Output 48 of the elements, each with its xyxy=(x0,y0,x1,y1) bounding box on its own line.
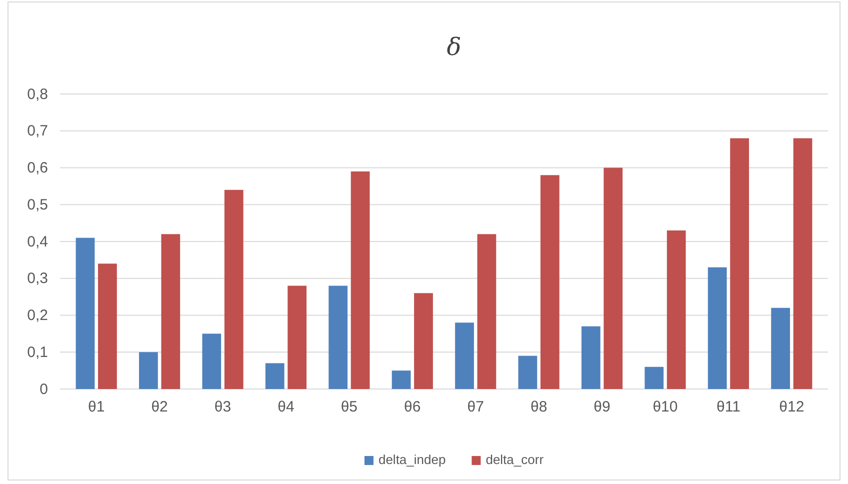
y-tick-label: 0,1 xyxy=(27,344,48,361)
x-tick-label: θ12 xyxy=(779,398,804,416)
bar xyxy=(666,230,686,389)
bar xyxy=(98,264,117,389)
bar xyxy=(793,138,812,389)
bar xyxy=(540,175,560,389)
bar xyxy=(202,334,222,389)
y-tick-label: 0,8 xyxy=(27,86,48,103)
bar xyxy=(288,286,307,389)
x-tick-label: θ3 xyxy=(214,398,232,416)
bar xyxy=(392,370,411,389)
y-tick-label: 0,2 xyxy=(27,307,48,324)
bar xyxy=(328,286,348,389)
x-tick-label: θ9 xyxy=(594,398,610,416)
legend-label: delta_corr xyxy=(486,452,544,467)
x-tick-label: θ8 xyxy=(530,398,548,416)
bar xyxy=(76,238,95,389)
y-tick-label: 0,7 xyxy=(27,122,48,140)
y-tick-label: 0,6 xyxy=(27,160,48,177)
bar xyxy=(161,234,180,389)
x-tick-label: θ10 xyxy=(652,398,678,416)
bar xyxy=(730,138,749,389)
legend-label: delta_indep xyxy=(378,452,446,467)
y-tick-label: 0,4 xyxy=(27,233,48,250)
bar xyxy=(455,322,474,389)
bar xyxy=(644,366,664,389)
bar xyxy=(414,293,433,389)
bar xyxy=(581,326,600,389)
bar xyxy=(518,356,538,389)
x-tick-label: θ5 xyxy=(340,398,358,416)
x-tick-label: θ11 xyxy=(716,398,740,416)
x-tick-label: θ2 xyxy=(151,398,168,416)
bar xyxy=(139,352,158,389)
bar xyxy=(708,267,727,389)
y-tick-label: 0,5 xyxy=(27,196,48,214)
y-tick-label: 0,3 xyxy=(27,270,48,288)
bar xyxy=(350,171,370,389)
x-tick-label: θ7 xyxy=(467,398,484,416)
bar xyxy=(265,363,284,389)
x-tick-label: θ6 xyxy=(404,398,421,416)
x-tick-label: θ1 xyxy=(88,398,105,416)
bar xyxy=(477,234,496,389)
bar xyxy=(771,308,790,389)
y-tick-label: 0 xyxy=(40,380,48,398)
bar xyxy=(604,168,623,389)
bar xyxy=(224,190,244,389)
chart-title: δ xyxy=(446,33,462,61)
x-tick-label: θ4 xyxy=(278,398,294,416)
